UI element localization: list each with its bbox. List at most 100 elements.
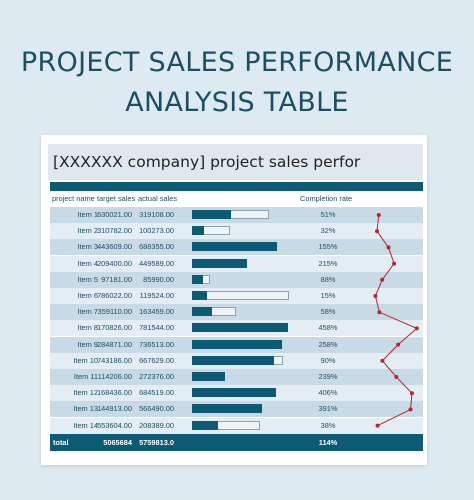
row-completion-rate: 239% <box>318 372 338 381</box>
sparkline-point <box>409 391 414 396</box>
table-row[interactable]: Item 8 170826.00 781544.00 458% <box>50 320 423 337</box>
row-completion-rate: 88% <box>320 274 336 284</box>
sparkline-point <box>380 358 385 363</box>
table-row[interactable]: Item 2 310782.00 100273.00 32% <box>50 223 423 240</box>
row-actual-sales: 100273.00 <box>139 226 174 236</box>
sparkline-point <box>394 375 399 379</box>
row-target-sales: 443609.00 <box>97 242 132 252</box>
row-target-sales: 144913.00 <box>97 404 132 414</box>
actual-bar <box>192 339 282 349</box>
table-row[interactable]: Item 7 359110.00 163459.00 58% <box>50 304 423 321</box>
actual-bar <box>192 258 247 268</box>
sparkline-point <box>386 245 391 250</box>
row-actual-sales: 781544.00 <box>139 323 174 333</box>
row-target-sales: 310782.00 <box>97 226 132 236</box>
table-row[interactable]: Item 5 97181.00 85990.00 88% <box>50 271 423 288</box>
total-row: total 5065684 5759813.0 114% <box>50 434 423 451</box>
sparkline-path <box>374 214 418 427</box>
table-row[interactable]: Item 9 284871.00 736513.00 258% <box>50 336 423 353</box>
row-actual-sales: 272376.00 <box>139 372 174 381</box>
sparkline-point <box>392 261 397 266</box>
sparkline-point <box>373 294 378 298</box>
actual-bar <box>192 388 276 398</box>
row-completion-rate: 406% <box>318 388 338 398</box>
actual-bar <box>192 404 262 414</box>
row-actual-sales: 208389.00 <box>139 420 174 430</box>
header-actual-sales: actual sales <box>138 194 178 203</box>
row-target-sales: 359110.00 <box>97 307 132 317</box>
row-actual-sales: 667629.00 <box>139 355 174 365</box>
row-target-sales: 630021.00 <box>97 210 132 219</box>
sparkline-point <box>374 229 379 234</box>
actual-bar <box>192 210 231 219</box>
sparkline-point <box>380 277 385 282</box>
row-actual-sales: 736513.00 <box>139 339 174 349</box>
row-actual-sales: 449589.00 <box>139 258 174 268</box>
actual-bar <box>192 307 212 317</box>
row-project-name: Item 1 <box>77 210 98 219</box>
actual-bar <box>192 226 204 236</box>
sparkline-point <box>396 342 401 347</box>
total-rate: 114% <box>318 438 338 447</box>
row-target-sales: 284871.00 <box>97 339 132 349</box>
row-project-name: Item 2 <box>77 226 98 236</box>
header-target-sales: target sales <box>97 194 136 203</box>
table-row[interactable]: Item 1 630021.00 319108.00 51% <box>50 207 423 223</box>
row-actual-sales: 684519.00 <box>139 388 174 398</box>
row-target-sales: 743186.00 <box>97 355 132 365</box>
row-target-sales: 209400.00 <box>97 258 132 268</box>
sparkline-point <box>375 423 380 428</box>
table-row[interactable]: Item 6 786022.00 119524.00 15% <box>50 288 423 304</box>
row-completion-rate: 32% <box>320 226 336 236</box>
actual-bar <box>192 323 288 333</box>
sparkline-point <box>376 213 381 217</box>
table-row[interactable]: Item 14 553604.00 208389.00 38% <box>50 417 423 434</box>
row-completion-rate: 58% <box>320 307 336 317</box>
row-project-name: Item 13 <box>73 404 98 414</box>
row-actual-sales: 85990.00 <box>143 274 174 284</box>
row-target-sales: 168436.00 <box>97 388 132 398</box>
row-project-name: Item 6 <box>77 291 98 300</box>
sheet-title-cell-empty <box>361 144 423 180</box>
total-label: total <box>53 438 69 447</box>
row-project-name: Item 8 <box>77 323 98 333</box>
total-target: 5065684 <box>103 438 132 447</box>
page-title-line1: PROJECT SALES PERFORMANCE <box>20 47 454 78</box>
actual-bar <box>192 420 218 430</box>
row-project-name: Item 10 <box>73 355 98 365</box>
row-completion-rate: 90% <box>320 355 336 365</box>
row-target-sales: 786022.00 <box>97 291 132 300</box>
row-actual-sales: 566490.00 <box>139 404 174 414</box>
row-actual-sales: 163459.00 <box>139 307 174 317</box>
row-actual-sales: 319108.00 <box>139 210 174 219</box>
row-completion-rate: 38% <box>320 420 336 430</box>
row-target-sales: 114206.00 <box>97 372 132 381</box>
row-project-name: Item 12 <box>73 388 98 398</box>
table-row[interactable]: Item 11 114206.00 272376.00 239% <box>50 369 423 385</box>
row-target-sales: 170826.00 <box>97 323 132 333</box>
table-row[interactable]: Item 4 209400.00 449589.00 215% <box>50 255 423 272</box>
row-project-name: Item 3 <box>77 242 98 252</box>
row-completion-rate: 258% <box>318 339 338 349</box>
row-project-name: Item 5 <box>77 274 98 284</box>
actual-bar <box>192 355 274 365</box>
row-target-sales: 97181.00 <box>101 274 132 284</box>
actual-bar <box>192 291 207 300</box>
sparkline-point <box>408 407 413 412</box>
page-title-line2: ANALYSIS TABLE <box>125 87 349 118</box>
table-row[interactable]: Item 12 168436.00 684519.00 406% <box>50 385 423 402</box>
table-row[interactable]: Item 13 144913.00 566490.00 391% <box>50 401 423 418</box>
table-row[interactable]: Item 10 743186.00 667629.00 90% <box>50 352 423 369</box>
sparkline-point <box>377 310 382 315</box>
row-project-name: Item 7 <box>77 307 98 317</box>
row-completion-rate: 155% <box>318 242 338 252</box>
actual-bar <box>192 274 203 284</box>
row-actual-sales: 688355.00 <box>139 242 174 252</box>
sheet-title: [XXXXXX company] project sales performan… <box>48 144 361 180</box>
row-completion-rate: 458% <box>318 323 338 333</box>
row-completion-rate: 15% <box>320 291 336 300</box>
sparkline-point <box>414 326 419 331</box>
table-row[interactable]: Item 3 443609.00 688355.00 155% <box>50 239 423 256</box>
header-completion-rate: Completion rate <box>300 194 353 203</box>
